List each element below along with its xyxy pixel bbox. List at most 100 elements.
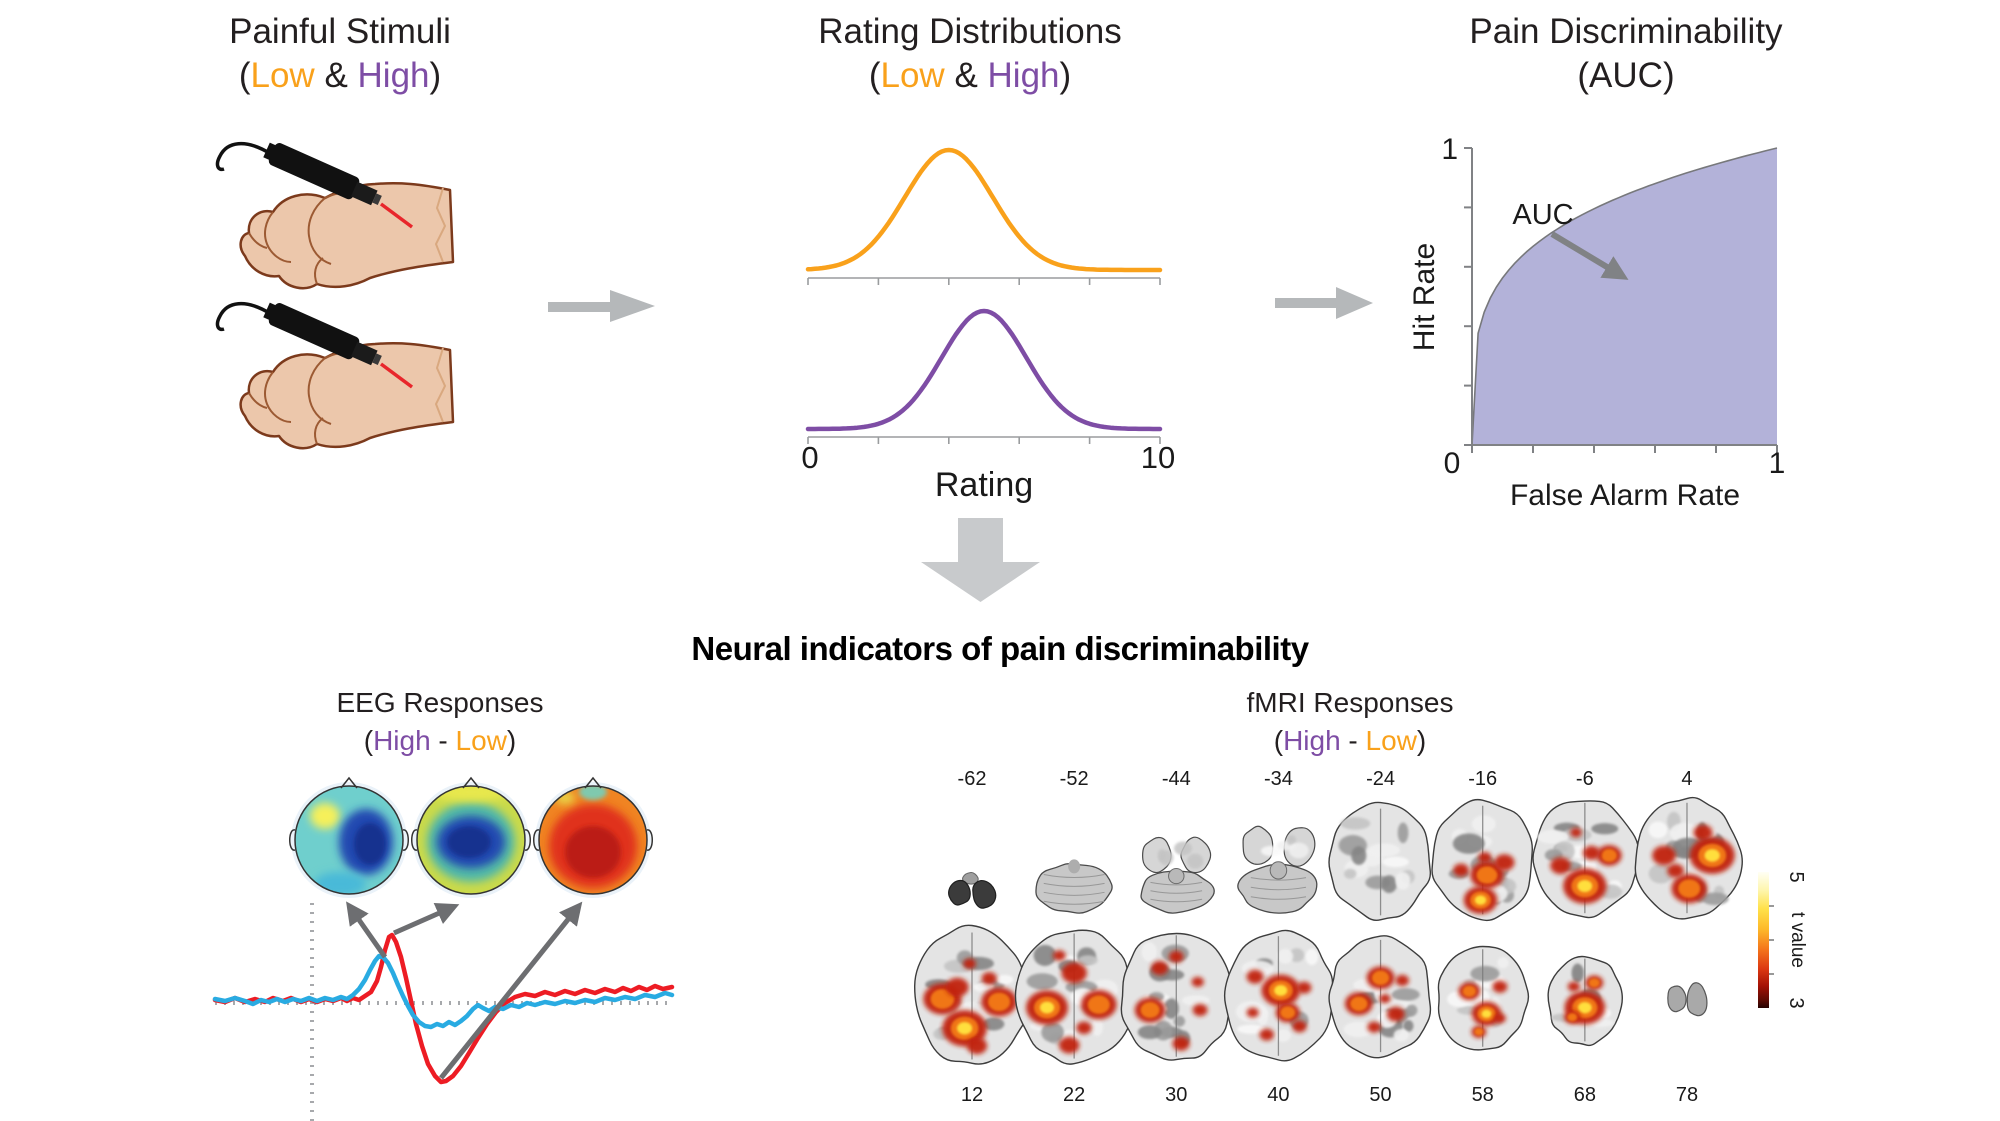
activation-blob [1601, 848, 1617, 862]
rating-curve-low [805, 147, 1163, 273]
activation-blob [1192, 1003, 1208, 1017]
activation-blob [1476, 866, 1498, 884]
eeg-title-block: EEG Responses (High - Low) [240, 684, 640, 760]
low-label: Low [455, 725, 507, 756]
auc-axes [1464, 147, 1778, 453]
fmri-subtitle: (High - Low) [1273, 725, 1427, 756]
fmri-title-block: fMRI Responses (High - Low) [1150, 684, 1550, 760]
erp-curve-red [212, 932, 675, 1085]
rating-x0-label: 0 [801, 440, 818, 475]
brain-slice [1437, 945, 1530, 1051]
auc-xlabel: False Alarm Rate [1510, 479, 1740, 512]
ears-icon [289, 829, 409, 851]
activation-blob [1274, 985, 1288, 996]
stimuli-title-block: Painful Stimuli (Low & High) [140, 10, 540, 98]
hand-stimulus-high [215, 297, 455, 450]
rating-axes [807, 277, 1161, 444]
auc-ymax-label: 1 [1441, 133, 1458, 166]
activation-blob [1395, 974, 1409, 986]
activation-blob [981, 972, 997, 985]
activation-blob [1039, 1001, 1055, 1014]
neural-heading: Neural indicators of pain discriminabili… [691, 630, 1309, 667]
auc-title-block: Pain Discriminability (AUC) [1426, 10, 1826, 98]
colorbar-gradient [1758, 872, 1769, 1008]
colorbar-max-label: 5 [1785, 871, 1807, 882]
fmri-slice-z-label: -34 [1263, 768, 1293, 790]
activation-blob [1478, 851, 1492, 864]
activation-blob [1588, 978, 1600, 988]
activation-blob [1474, 1027, 1484, 1036]
fmri-slice-z-label: 68 [1573, 1084, 1596, 1106]
fmri-slice-z-label: -52 [1059, 768, 1089, 790]
activation-blob [1704, 849, 1720, 862]
auc-ylabel: Hit Rate [1408, 243, 1441, 351]
activation-blob [963, 958, 976, 969]
activation-blob [1678, 879, 1701, 898]
colorbar-title: t value [1787, 912, 1808, 968]
fmri-slice-z-label: 50 [1369, 1084, 1392, 1106]
activation-blob [1061, 962, 1087, 984]
ratings-subtitle: (Low & High) [868, 56, 1072, 95]
activation-blob [1168, 950, 1184, 963]
rating-distributions-plot: 0 10 Rating [801, 147, 1175, 504]
brain-slice [1120, 932, 1232, 1061]
auc-plot: 1 0 1 Hit Rate False Alarm Rate AUC [1408, 133, 1785, 512]
activation-blob [1493, 1013, 1506, 1024]
fmri-slice-z-label: -6 [1575, 768, 1594, 790]
activation-blob [945, 977, 969, 997]
activation-blob [1367, 1021, 1381, 1033]
colorbar-min-label: 3 [1785, 997, 1807, 1008]
fmri-slice-z-label: 12 [960, 1084, 984, 1106]
arrow-to-topomap-3-icon [439, 901, 583, 1080]
flow-arrow-1-icon [548, 290, 655, 322]
erp-curves [212, 932, 675, 1085]
low-label: Low [1365, 725, 1417, 756]
brain-slice [1547, 955, 1623, 1047]
activation-blob [1570, 827, 1582, 838]
nose-icon [584, 776, 602, 789]
activation-blob [1453, 863, 1469, 877]
brain-slice [1634, 796, 1743, 920]
activation-blob [1492, 980, 1508, 993]
stimuli-subtitle: (Low & High) [238, 56, 442, 95]
fmri-slice-z-label: -16 [1468, 768, 1498, 790]
activation-blob [1693, 824, 1713, 841]
rating-curves [805, 147, 1163, 432]
ratings-title: Rating Distributions [818, 12, 1122, 51]
activation-blob [1052, 950, 1066, 961]
fmri-slice-z-label: 30 [1165, 1084, 1188, 1106]
topomap-1 [289, 776, 409, 898]
fmri-slice-z-label: 78 [1675, 1084, 1699, 1106]
activation-blob [1379, 993, 1391, 1004]
rating-xlabel: Rating [935, 466, 1033, 504]
brain-slice [1140, 836, 1215, 914]
high-label: High [1283, 725, 1341, 756]
fmri-colorbar: 5 t value 3 [1758, 871, 1808, 1009]
stimuli-title: Painful Stimuli [229, 12, 451, 51]
eeg-topomaps [289, 776, 653, 898]
auc-origin-label: 0 [1444, 447, 1461, 480]
activation-blob [1246, 1007, 1259, 1018]
activation-blob [1172, 1036, 1190, 1051]
activation-blob [1582, 845, 1601, 860]
activation-blob [1150, 960, 1169, 976]
brain-slice [1431, 798, 1533, 922]
activation-blob [1076, 1021, 1092, 1035]
activation-blob [1667, 863, 1684, 878]
fmri-title: fMRI Responses [1246, 687, 1454, 718]
fmri-slice-z-label: 4 [1681, 768, 1693, 790]
hand-stimulus-low [215, 137, 455, 290]
brain-slice [1328, 801, 1432, 921]
arrow-to-topomap-2-icon [392, 902, 460, 936]
activation-blob [1462, 985, 1477, 997]
activation-blob [1292, 1020, 1307, 1033]
fmri-slice-z-label: -24 [1366, 768, 1395, 790]
activation-blob [1494, 854, 1515, 871]
auc-fill-area [1472, 148, 1777, 445]
activation-blob [1087, 995, 1110, 1014]
eeg-subtitle: (High - Low) [363, 725, 517, 756]
activation-blob [1550, 857, 1571, 875]
high-label: High [357, 56, 430, 95]
activation-blob [1259, 1028, 1274, 1041]
rating-curve-high [805, 308, 1163, 432]
